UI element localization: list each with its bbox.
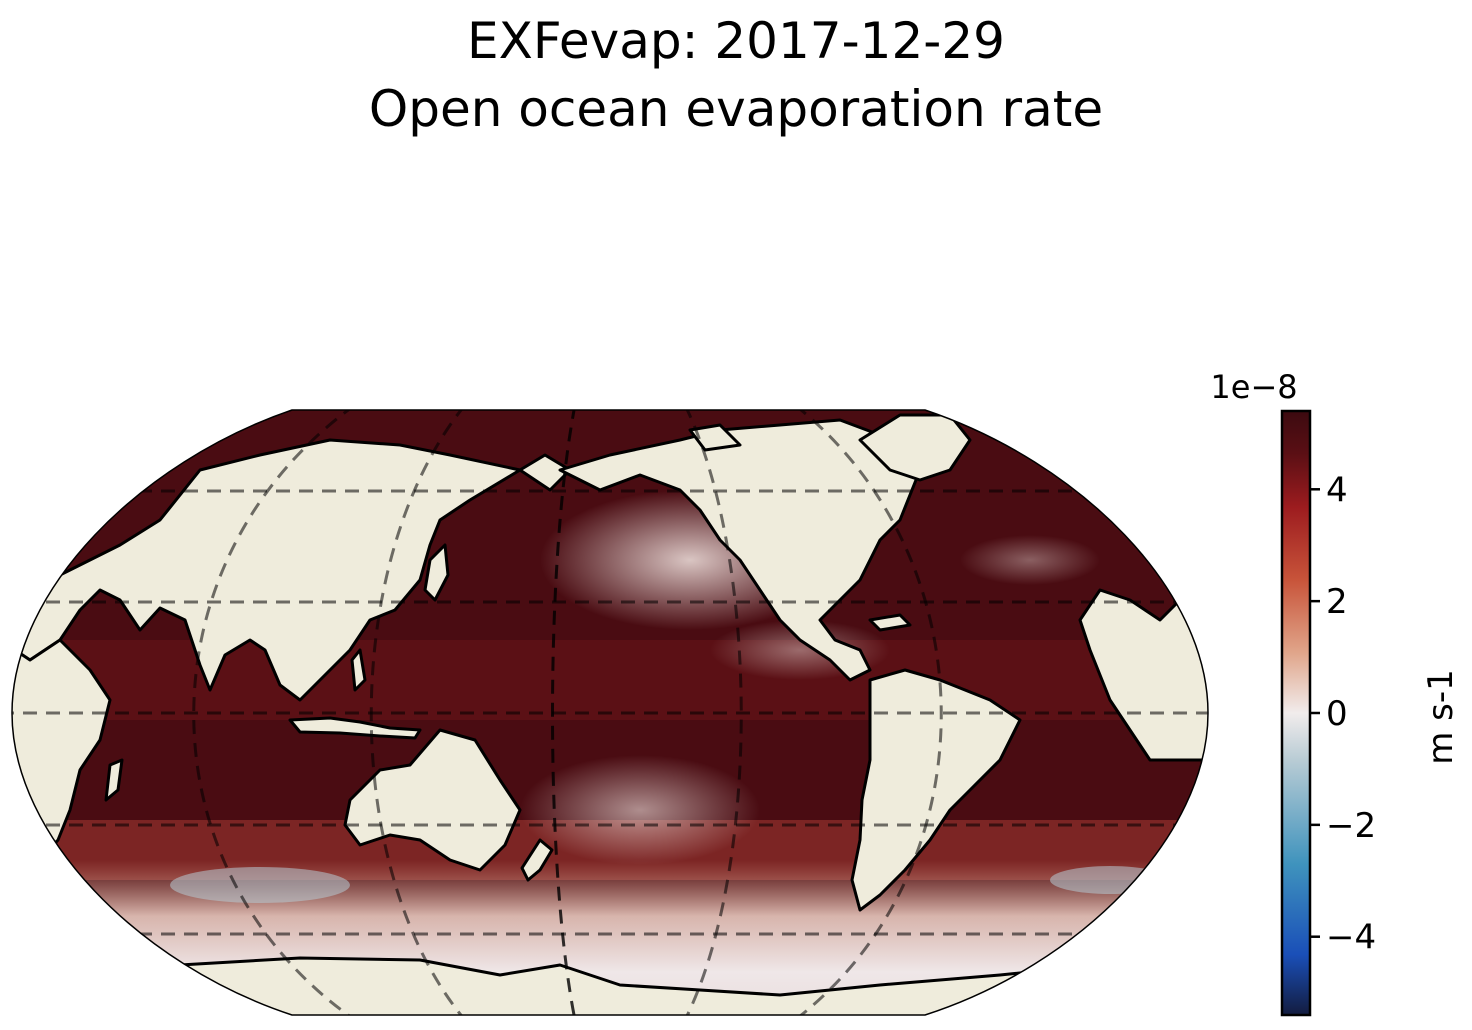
eurasia — [12, 438, 572, 702]
meridian-120w — [683, 410, 743, 1015]
north-america — [558, 418, 922, 682]
colorbar-tick-label: −2 — [1326, 806, 1376, 846]
colorbar-tick-label: −4 — [1326, 918, 1376, 958]
meridian-120e — [369, 410, 467, 1015]
south-america — [850, 668, 1022, 912]
plot-subtitle: Open ocean evaporation rate — [368, 80, 1104, 138]
indonesia — [288, 716, 422, 740]
greenland — [858, 413, 972, 482]
new-zealand — [520, 838, 554, 882]
colorbar-label: m s-1 — [1421, 669, 1461, 765]
colorbar: 4 2 0 −2 −4 1e−8 m s-1 — [1210, 368, 1461, 1017]
meridian-180 — [551, 410, 577, 1015]
atlantic-light-patch — [960, 535, 1100, 585]
colorbar-gradient — [1280, 409, 1312, 1017]
antarctica — [12, 956, 1208, 1015]
colorbar-tick-label: 0 — [1326, 694, 1348, 734]
japan — [423, 543, 450, 602]
colorbar-tick-label: 2 — [1326, 582, 1348, 622]
madagascar — [104, 758, 124, 802]
south-atlantic-cool-patch — [1050, 866, 1170, 894]
colorbar-ticks: 4 2 0 −2 −4 — [1310, 470, 1376, 958]
map-outline — [11, 409, 1209, 1016]
gridlines — [12, 410, 1208, 1015]
tropical-band — [12, 640, 1208, 720]
antilles — [868, 613, 912, 632]
colorbar-offset-text: 1e−8 — [1210, 368, 1297, 406]
evaporation-field — [12, 410, 1208, 1015]
plot-title: EXFevap: 2017-12-29 — [467, 12, 1005, 70]
australia — [343, 728, 522, 872]
meridian-60w — [794, 410, 943, 1015]
south-pacific-light-patch — [520, 755, 760, 865]
landmasses — [12, 413, 1208, 1015]
philippines — [350, 648, 367, 692]
colorbar-tick-label: 4 — [1326, 470, 1348, 510]
arctic-islands — [688, 423, 742, 452]
south-indian-cool-patch — [170, 867, 350, 903]
